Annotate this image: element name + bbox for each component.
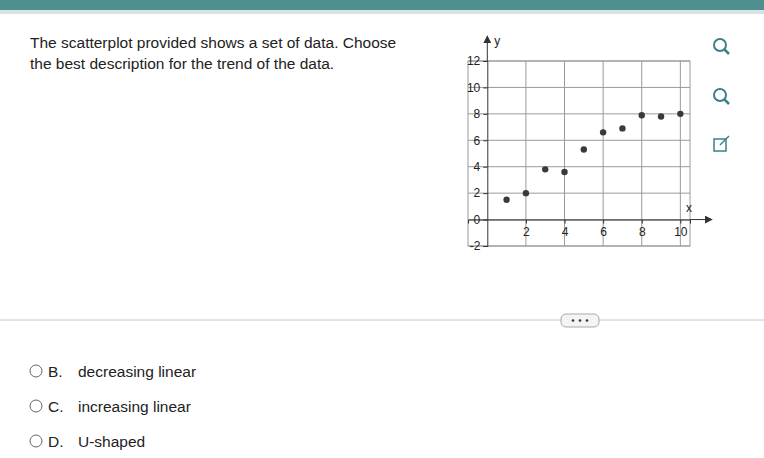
y-tick-mark bbox=[483, 246, 487, 247]
y-tick-label: 2 bbox=[474, 186, 481, 200]
x-tick: 6 bbox=[600, 220, 607, 240]
more-button[interactable] bbox=[561, 314, 599, 327]
top-bar bbox=[0, 0, 764, 10]
grid-line bbox=[525, 61, 526, 246]
grid-line bbox=[680, 61, 681, 246]
radio[interactable] bbox=[30, 365, 42, 377]
point bbox=[639, 112, 645, 118]
x-tick-mark bbox=[642, 220, 643, 224]
x-tick-label: 10 bbox=[674, 225, 688, 239]
y-tick: -2 bbox=[470, 239, 488, 253]
page: The scatterplot provided shows a set of … bbox=[0, 0, 764, 458]
option[interactable]: D. U-shaped bbox=[30, 433, 145, 450]
x-axis-arrow bbox=[690, 219, 712, 220]
question-text: The scatterplot provided shows a set of … bbox=[30, 34, 396, 51]
plot-frame bbox=[468, 61, 690, 246]
question-text: the best description for the trend of th… bbox=[30, 55, 334, 72]
y-axis-arrow bbox=[487, 36, 488, 61]
option-letter: C. bbox=[48, 398, 64, 415]
option-letter: B. bbox=[48, 363, 63, 380]
y-tick: 2 bbox=[474, 186, 488, 200]
grid-line bbox=[603, 61, 604, 246]
option[interactable]: B. decreasing linear bbox=[30, 363, 196, 380]
y-tick-label: -2 bbox=[470, 239, 481, 253]
grid-line bbox=[564, 61, 565, 246]
y-tick-mark bbox=[483, 61, 487, 62]
x-tick-mark bbox=[603, 220, 604, 224]
grid-line bbox=[468, 140, 690, 141]
point bbox=[581, 146, 587, 152]
y-tick: 0 bbox=[474, 213, 488, 227]
top-bar-edge bbox=[0, 10, 764, 14]
y-tick: 6 bbox=[474, 134, 488, 148]
x-tick-label: 4 bbox=[562, 225, 569, 239]
x-tick-label: 8 bbox=[639, 225, 646, 239]
point bbox=[503, 197, 509, 203]
option-text: increasing linear bbox=[78, 398, 191, 415]
x-tick-label: 6 bbox=[600, 225, 607, 239]
separator bbox=[0, 320, 764, 321]
point bbox=[677, 111, 683, 117]
y-tick-label: 10 bbox=[467, 81, 481, 95]
y-axis: -2 0 2 4 6 8 10 12 bbox=[467, 54, 488, 253]
grid-line bbox=[641, 61, 642, 246]
y-axis-line bbox=[483, 62, 488, 247]
point bbox=[523, 190, 529, 196]
chart: 2 4 6 8 10 -2 0 2 4 6 8 10 12 x y bbox=[467, 34, 712, 253]
y-tick-mark bbox=[483, 220, 487, 221]
open-icon bbox=[714, 136, 729, 151]
x-tick: 8 bbox=[639, 220, 646, 240]
x-axis-title: x bbox=[686, 201, 692, 215]
y-tick-mark bbox=[483, 114, 487, 115]
grid-line bbox=[468, 113, 690, 114]
x-tick-mark bbox=[680, 220, 681, 224]
option-text: decreasing linear bbox=[78, 363, 196, 380]
point bbox=[658, 113, 664, 119]
y-tick: 10 bbox=[467, 81, 487, 95]
y-tick: 4 bbox=[474, 160, 488, 174]
y-tick-mark bbox=[483, 167, 487, 168]
y-tick-label: 0 bbox=[474, 213, 481, 227]
y-tick-label: 6 bbox=[474, 134, 481, 148]
radio[interactable] bbox=[30, 400, 42, 412]
y-tick: 8 bbox=[474, 107, 488, 121]
y-tick: 12 bbox=[467, 54, 487, 68]
radio[interactable] bbox=[30, 435, 42, 447]
x-tick: 4 bbox=[562, 220, 569, 240]
y-tick-mark bbox=[483, 140, 487, 141]
x-axis: 2 4 6 8 10 bbox=[469, 220, 691, 240]
points bbox=[503, 111, 683, 203]
option-letter: D. bbox=[48, 433, 64, 450]
y-tick-label: 4 bbox=[474, 160, 481, 174]
x-tick-label: 2 bbox=[523, 225, 530, 239]
grid-line bbox=[468, 87, 690, 88]
y-tick-mark bbox=[483, 193, 487, 194]
x-tick: 10 bbox=[674, 220, 688, 240]
x-tick-mark bbox=[565, 220, 566, 224]
zoom-icon bbox=[714, 89, 729, 104]
x-tick: 2 bbox=[523, 220, 530, 240]
option-text: U-shaped bbox=[78, 433, 145, 450]
grid-line bbox=[468, 166, 690, 167]
y-tick-mark bbox=[483, 87, 487, 88]
y-tick-label: 8 bbox=[474, 107, 481, 121]
y-axis-title: y bbox=[494, 34, 500, 48]
x-axis-line bbox=[469, 220, 691, 224]
point bbox=[600, 129, 606, 135]
x-tick-mark bbox=[526, 220, 527, 224]
y-tick-label: 12 bbox=[467, 54, 481, 68]
option[interactable]: C. increasing linear bbox=[30, 398, 191, 415]
point bbox=[542, 166, 548, 172]
zoom-icon bbox=[714, 39, 729, 54]
point bbox=[619, 125, 625, 131]
point bbox=[561, 169, 567, 175]
grid-line bbox=[468, 193, 690, 194]
